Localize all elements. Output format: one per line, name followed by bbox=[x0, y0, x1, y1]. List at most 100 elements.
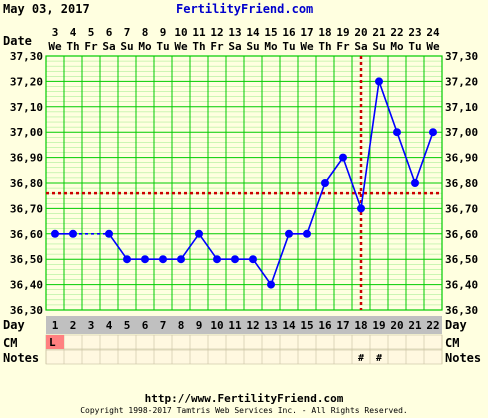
date-label: 7 bbox=[124, 26, 131, 39]
temperature-point bbox=[267, 280, 275, 289]
cm-cell-highlight bbox=[46, 335, 64, 349]
date-label: 9 bbox=[160, 26, 167, 39]
y-tick-label-left: 36,40 bbox=[10, 279, 43, 292]
y-tick-label-right: 36,70 bbox=[445, 202, 478, 215]
y-tick-label-left: 36,90 bbox=[10, 152, 43, 165]
weekday-label: Sa bbox=[228, 40, 241, 53]
date-label: 12 bbox=[210, 26, 223, 39]
cycle-day-label: 18 bbox=[354, 319, 367, 332]
brand-name[interactable]: FertilityFriend.com bbox=[176, 2, 314, 16]
weekday-label: Th bbox=[318, 40, 331, 53]
y-tick-label-left: 36,50 bbox=[10, 253, 43, 266]
y-tick-label-right: 36,50 bbox=[445, 253, 478, 266]
weekday-label: Mo bbox=[138, 40, 152, 53]
weekday-label: Fr bbox=[336, 40, 350, 53]
temperature-segment bbox=[360, 81, 380, 209]
y-tick-label-right: 36,90 bbox=[445, 152, 478, 165]
date-label: 5 bbox=[88, 26, 95, 39]
notes-row-label-left: Notes bbox=[3, 351, 39, 365]
weekday-label: Tu bbox=[156, 40, 169, 53]
temperature-segment bbox=[108, 233, 128, 260]
date-label: 13 bbox=[228, 26, 241, 39]
cycle-day-label: 13 bbox=[264, 319, 277, 332]
cycle-day-label: 9 bbox=[196, 319, 203, 332]
y-tick-label-right: 37,10 bbox=[445, 101, 478, 114]
weekday-label: Th bbox=[66, 40, 79, 53]
weekday-label: Su bbox=[120, 40, 133, 53]
notes-row-label-right: Notes bbox=[445, 351, 481, 365]
date-label: 18 bbox=[318, 26, 331, 39]
temperature-point bbox=[141, 255, 149, 264]
temperature-segment bbox=[396, 131, 416, 184]
y-tick-label-right: 37,00 bbox=[445, 126, 478, 139]
weekday-label: Su bbox=[246, 40, 259, 53]
cycle-day-label: 21 bbox=[408, 319, 422, 332]
y-tick-label-right: 36,60 bbox=[445, 228, 478, 241]
cycle-day-label: 12 bbox=[246, 319, 259, 332]
chart-labels: 37,30 37,30 37,20 37,20 37,10 37,10 37,00 37,00… bbox=[3, 26, 481, 365]
temperature-segment bbox=[252, 258, 272, 286]
chart-reference-lines bbox=[46, 56, 442, 310]
date-label: 8 bbox=[142, 26, 149, 39]
cycle-day-label: 8 bbox=[178, 319, 185, 332]
date-label: 3 bbox=[52, 26, 59, 39]
cycle-day-label: 2 bbox=[70, 319, 77, 332]
day-row-label-right: Day bbox=[445, 318, 467, 332]
weekday-label: Th bbox=[192, 40, 205, 53]
temperature-segment bbox=[342, 157, 362, 209]
temperature-series bbox=[51, 77, 437, 289]
weekday-label: Sa bbox=[102, 40, 115, 53]
date-label: 19 bbox=[336, 26, 349, 39]
cycle-day-label: 4 bbox=[106, 319, 113, 332]
temperature-segment bbox=[324, 157, 344, 184]
date-label: 23 bbox=[408, 26, 421, 39]
chart-rows bbox=[45, 316, 443, 365]
temperature-point bbox=[429, 128, 437, 137]
y-tick-label-left: 37,30 bbox=[10, 50, 43, 63]
y-tick-label-left: 37,00 bbox=[10, 126, 43, 139]
weekday-label: Mo bbox=[390, 40, 404, 53]
date-label: 11 bbox=[192, 26, 206, 39]
date-label: 22 bbox=[390, 26, 403, 39]
weekday-label: Mo bbox=[264, 40, 278, 53]
date-label: 4 bbox=[70, 26, 77, 39]
note-marker: # bbox=[358, 353, 364, 364]
weekday-label: We bbox=[300, 40, 314, 53]
y-tick-label-right: 36,80 bbox=[445, 177, 478, 190]
cm-row-label-left: CM bbox=[3, 336, 17, 350]
cycle-day-label: 3 bbox=[88, 319, 95, 332]
cycle-day-label: 10 bbox=[210, 319, 223, 332]
cycle-day-label: 16 bbox=[318, 319, 332, 332]
temperature-point bbox=[177, 255, 185, 264]
weekday-label: Su bbox=[372, 40, 385, 53]
y-tick-label-right: 37,20 bbox=[445, 75, 478, 88]
weekday-label: We bbox=[174, 40, 188, 53]
temperature-segment bbox=[378, 81, 398, 133]
temperature-point bbox=[123, 255, 131, 264]
temperature-segment bbox=[198, 233, 218, 260]
cycle-day-label: 22 bbox=[426, 319, 439, 332]
temperature-point bbox=[339, 153, 347, 162]
temperature-point bbox=[411, 179, 419, 187]
temperature-point bbox=[393, 128, 401, 137]
cm-row-label-right: CM bbox=[445, 336, 459, 350]
y-tick-label-left: 36,60 bbox=[10, 228, 43, 241]
y-tick-label-right: 36,40 bbox=[445, 279, 478, 292]
temperature-point bbox=[375, 77, 383, 86]
temperature-point bbox=[321, 179, 329, 187]
chart-grid bbox=[45, 55, 443, 311]
date-label: 17 bbox=[300, 26, 313, 39]
temperature-segment bbox=[180, 233, 200, 260]
cycle-day-label: 15 bbox=[300, 319, 313, 332]
y-tick-label-left: 37,20 bbox=[10, 75, 43, 88]
footer-copyright: Copyright 1998-2017 Tamtris Web Services… bbox=[80, 406, 408, 415]
weekday-label: Tu bbox=[282, 40, 295, 53]
temperature-point bbox=[285, 229, 293, 238]
y-tick-label-left: 36,70 bbox=[10, 202, 43, 215]
date-label: 21 bbox=[372, 26, 386, 39]
weekday-label: Fr bbox=[84, 40, 98, 53]
cycle-day-label: 6 bbox=[142, 319, 149, 332]
cycle-day-label: 11 bbox=[228, 319, 242, 332]
date-row-label: Date bbox=[3, 34, 32, 48]
footer-url[interactable]: http://www.FertilityFriend.com bbox=[144, 392, 344, 405]
